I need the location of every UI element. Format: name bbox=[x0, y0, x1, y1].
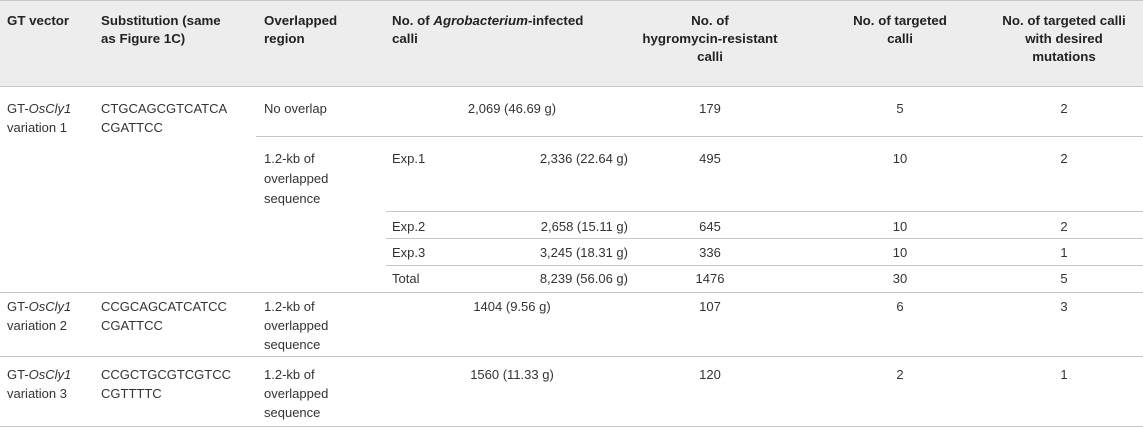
header-hygromycin-line3: calli bbox=[697, 49, 723, 64]
header-overlapped-line1: Overlapped bbox=[264, 13, 338, 28]
substitution-1-line2: CGATTCC bbox=[101, 120, 163, 135]
header-infected-line1: No. of Agrobacterium-infected bbox=[392, 13, 584, 28]
infected-1-4: 8,239 (56.06 g) bbox=[539, 271, 628, 286]
header-targeted-line1: No. of targeted bbox=[853, 13, 947, 28]
vector-1-line2: variation 1 bbox=[7, 120, 67, 135]
hygromycin-1-1: 495 bbox=[699, 151, 721, 166]
substitution-1-line1: CTGCAGCGTCATCA bbox=[101, 101, 228, 116]
exp-1-2: Exp.2 bbox=[392, 219, 426, 234]
rule-row-1 bbox=[256, 136, 1143, 137]
desired-1-0: 2 bbox=[1060, 101, 1068, 116]
desired-1-1: 2 bbox=[1060, 151, 1068, 166]
region-2-line1: 1.2-kb of bbox=[264, 299, 315, 314]
exp-1-1: Exp.1 bbox=[392, 151, 426, 166]
region-1-1-line1: 1.2-kb of bbox=[264, 151, 315, 166]
substitution-3-line2: CGTTTTC bbox=[101, 386, 162, 401]
header-overlapped-line2: region bbox=[264, 31, 305, 46]
desired-2: 3 bbox=[1060, 299, 1068, 314]
vector-2-line2: variation 2 bbox=[7, 318, 67, 333]
exp-1-3: Exp.3 bbox=[392, 245, 426, 260]
header-substitution-line2: as Figure 1C) bbox=[101, 31, 186, 46]
desired-3: 1 bbox=[1060, 367, 1068, 382]
targeted-2: 6 bbox=[896, 299, 904, 314]
desired-1-3: 1 bbox=[1060, 245, 1068, 260]
substitution-2-line2: CGATTCC bbox=[101, 318, 163, 333]
hygromycin-1-3: 336 bbox=[699, 245, 721, 260]
desired-1-2: 2 bbox=[1060, 219, 1068, 234]
vector-1-line1: GT-OsCly1 bbox=[7, 101, 72, 116]
targeted-1-3: 10 bbox=[892, 245, 908, 260]
rule-group-2 bbox=[0, 356, 1143, 357]
infected-2: 1404 (9.56 g) bbox=[473, 299, 551, 314]
header-hygromycin-line2: hygromycin-resistant bbox=[642, 31, 778, 46]
rule-header bbox=[0, 86, 1143, 87]
region-3-line3: sequence bbox=[264, 405, 321, 420]
vector-3-line2: variation 3 bbox=[7, 386, 67, 401]
substitution-3-line1: CCGCTGCGTCGTCC bbox=[101, 367, 231, 382]
vector-2-line1: GT-OsCly1 bbox=[7, 299, 72, 314]
header-desired-line2: with desired bbox=[1025, 31, 1103, 46]
targeted-3: 2 bbox=[896, 367, 904, 382]
vector-3-line1: GT-OsCly1 bbox=[7, 367, 72, 382]
infected-3: 1560 (11.33 g) bbox=[470, 367, 554, 382]
header-gt-vector: GT vector bbox=[7, 13, 70, 28]
rule-row-3 bbox=[386, 238, 1143, 239]
targeted-1-4: 30 bbox=[892, 271, 908, 286]
desired-1-4: 5 bbox=[1060, 271, 1068, 286]
table-header-background bbox=[0, 0, 1143, 86]
substitution-2-line1: CCGCAGCATCATCC bbox=[101, 299, 227, 314]
header-targeted-line2: calli bbox=[887, 31, 913, 46]
region-1-1-line3: sequence bbox=[264, 191, 321, 206]
infected-1-3: 3,245 (18.31 g) bbox=[539, 245, 628, 260]
header-desired-line1: No. of targeted calli bbox=[1002, 13, 1126, 28]
region-3-line2: overlapped bbox=[264, 386, 329, 401]
infected-1-2: 2,658 (15.11 g) bbox=[540, 219, 628, 234]
infected-1-0: 2,069 (46.69 g) bbox=[467, 101, 557, 116]
header-infected-line2: calli bbox=[392, 31, 418, 46]
rule-group-1 bbox=[0, 292, 1143, 293]
rule-row-4 bbox=[386, 265, 1143, 266]
rule-row-2 bbox=[386, 211, 1143, 212]
header-substitution-line1: Substitution (same bbox=[101, 13, 221, 28]
targeted-1-1: 10 bbox=[892, 151, 908, 166]
hygromycin-3: 120 bbox=[699, 367, 721, 382]
region-2-line2: overlapped bbox=[264, 318, 329, 333]
hygromycin-1-4: 1476 bbox=[695, 271, 725, 286]
region-3-line1: 1.2-kb of bbox=[264, 367, 315, 382]
header-desired-line3: mutations bbox=[1032, 49, 1096, 64]
region-1-0: No overlap bbox=[264, 101, 327, 116]
region-1-1-line2: overlapped bbox=[264, 171, 329, 186]
targeted-1-0: 5 bbox=[896, 101, 904, 116]
hygromycin-2: 107 bbox=[699, 299, 721, 314]
targeted-1-2: 10 bbox=[892, 219, 908, 234]
exp-1-4: Total bbox=[392, 271, 420, 286]
hygromycin-1-2: 645 bbox=[699, 219, 721, 234]
hygromycin-1-0: 179 bbox=[699, 101, 721, 116]
region-2-line3: sequence bbox=[264, 337, 321, 352]
rule-top bbox=[0, 0, 1143, 1]
infected-1-1: 2,336 (22.64 g) bbox=[539, 151, 628, 166]
header-hygromycin-line1: No. of bbox=[691, 13, 729, 28]
